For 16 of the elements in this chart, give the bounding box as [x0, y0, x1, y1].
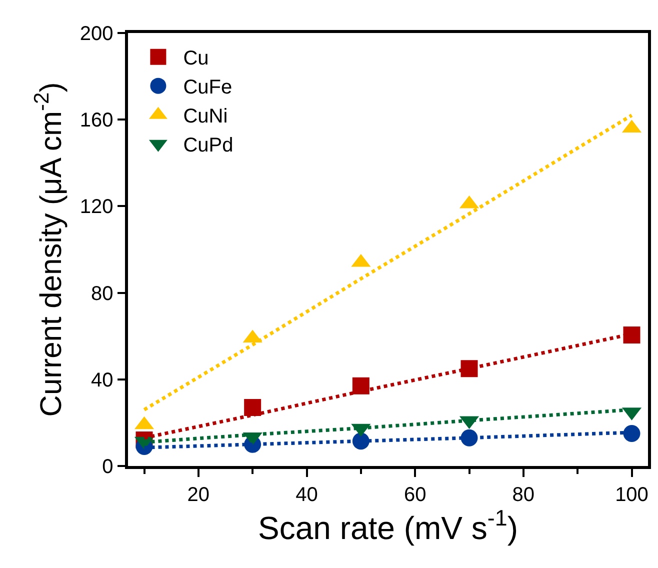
x-tick-label: 80: [512, 484, 535, 506]
x-tick-label: 100: [615, 484, 648, 506]
y-tick-label: 0: [102, 456, 114, 478]
x-axis-title: Scan rate (mV s$^{-1}$): [258, 506, 518, 546]
legend-label: CuNi: [183, 106, 228, 128]
y-tick-label: 200: [80, 23, 114, 45]
legend-label: CuFe: [183, 76, 232, 99]
y-tick-label: 120: [80, 196, 114, 218]
x-tick-label: 60: [404, 484, 426, 506]
y-tick-label: 80: [91, 282, 114, 305]
x-tick-label: 40: [296, 484, 318, 506]
legend-label: CuPd: [183, 134, 234, 157]
legend-label: Cu: [183, 48, 209, 70]
y-tick-label: 40: [91, 369, 114, 392]
y-tick-label: 160: [80, 110, 114, 132]
x-tick-label: 20: [187, 484, 210, 506]
